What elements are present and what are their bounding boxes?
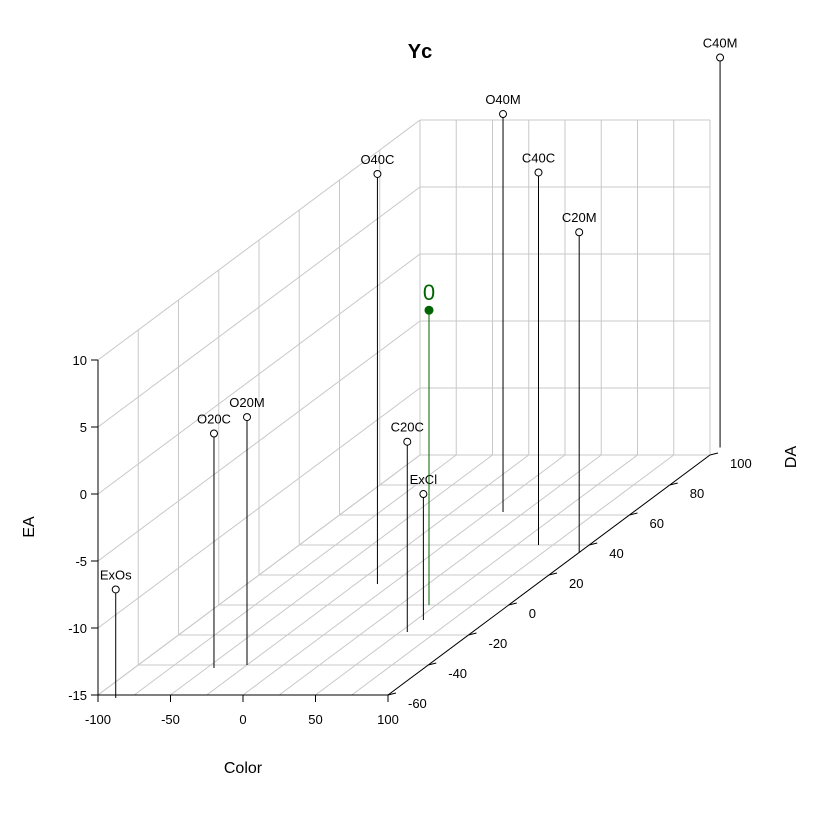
point-label: C20C [391,420,424,435]
z-axis-label: EA [21,516,38,538]
x-tick-label: 50 [308,712,322,727]
y-tick-label: 80 [690,486,704,501]
data-point [111,585,120,594]
chart-title: Yc [408,41,432,63]
point-label: C20M [562,210,597,225]
data-point [419,490,428,499]
point-layer: ExOs O20C O20M C20C ExCl O40C O40M C40C C20M C40M… [100,36,738,698]
z-tick-label: 0 [80,487,87,502]
z-tick-label: -15 [68,688,87,703]
z-tick-label: -5 [75,554,87,569]
left-grid-z [97,320,421,562]
y-tick-label: 20 [569,576,583,591]
y-tick-label: 100 [730,456,752,471]
left-grid-z [97,253,421,495]
left-grid-z [97,387,421,629]
left-grid-z [97,186,421,428]
point-label: O20M [229,395,264,410]
y-tick-mark [709,452,719,456]
grid-layer [97,119,711,696]
point-label: ExOs [100,567,132,582]
y-tick-mark [387,692,397,696]
z-tick-label: -10 [68,621,87,636]
x-axis-label: Color [224,760,263,777]
y-tick-label: 60 [650,516,664,531]
data-point [534,168,543,177]
x-tick-label: 0 [239,712,246,727]
highlight-label: 0 [423,280,435,305]
y-tick-label: -60 [408,696,427,711]
y-tick-label: -20 [489,636,508,651]
y-tick-mark [428,662,437,666]
point-label: C40M [703,36,738,51]
z-tick-label: 5 [80,420,87,435]
point-label: ExCl [410,472,438,487]
data-point [499,110,508,119]
left-grid-z [97,454,421,696]
y-axis-label: DA [783,446,800,469]
y-tick-label: -40 [448,666,467,681]
point-label: O20C [197,412,231,427]
point-label: O40C [360,152,394,167]
y-tick-mark [629,512,638,516]
x-tick-label: 100 [377,712,399,727]
data-point [209,429,218,438]
point-label: O40M [485,92,520,107]
x-tick-label: -100 [85,712,111,727]
point-label: C40C [522,150,555,165]
data-point [243,413,251,422]
y-tick-mark [508,602,517,606]
data-point [716,53,725,62]
x-tick-label: -50 [161,712,180,727]
y-tick-mark [548,572,558,576]
data-point [373,169,382,178]
y-tick-mark [589,542,598,546]
y-tick-label: 40 [609,546,623,561]
z-tick-label: 10 [73,353,87,368]
highlight-point [424,305,434,315]
y-tick-mark [468,632,477,636]
data-point [403,437,412,446]
left-grid-z [97,119,421,361]
y-tick-mark [669,482,678,486]
data-point [575,228,584,237]
y-tick-label: 0 [529,606,536,621]
axis-layer: -100 -50 0 50 100-60-40-20020406080100-15-10… [68,353,752,727]
